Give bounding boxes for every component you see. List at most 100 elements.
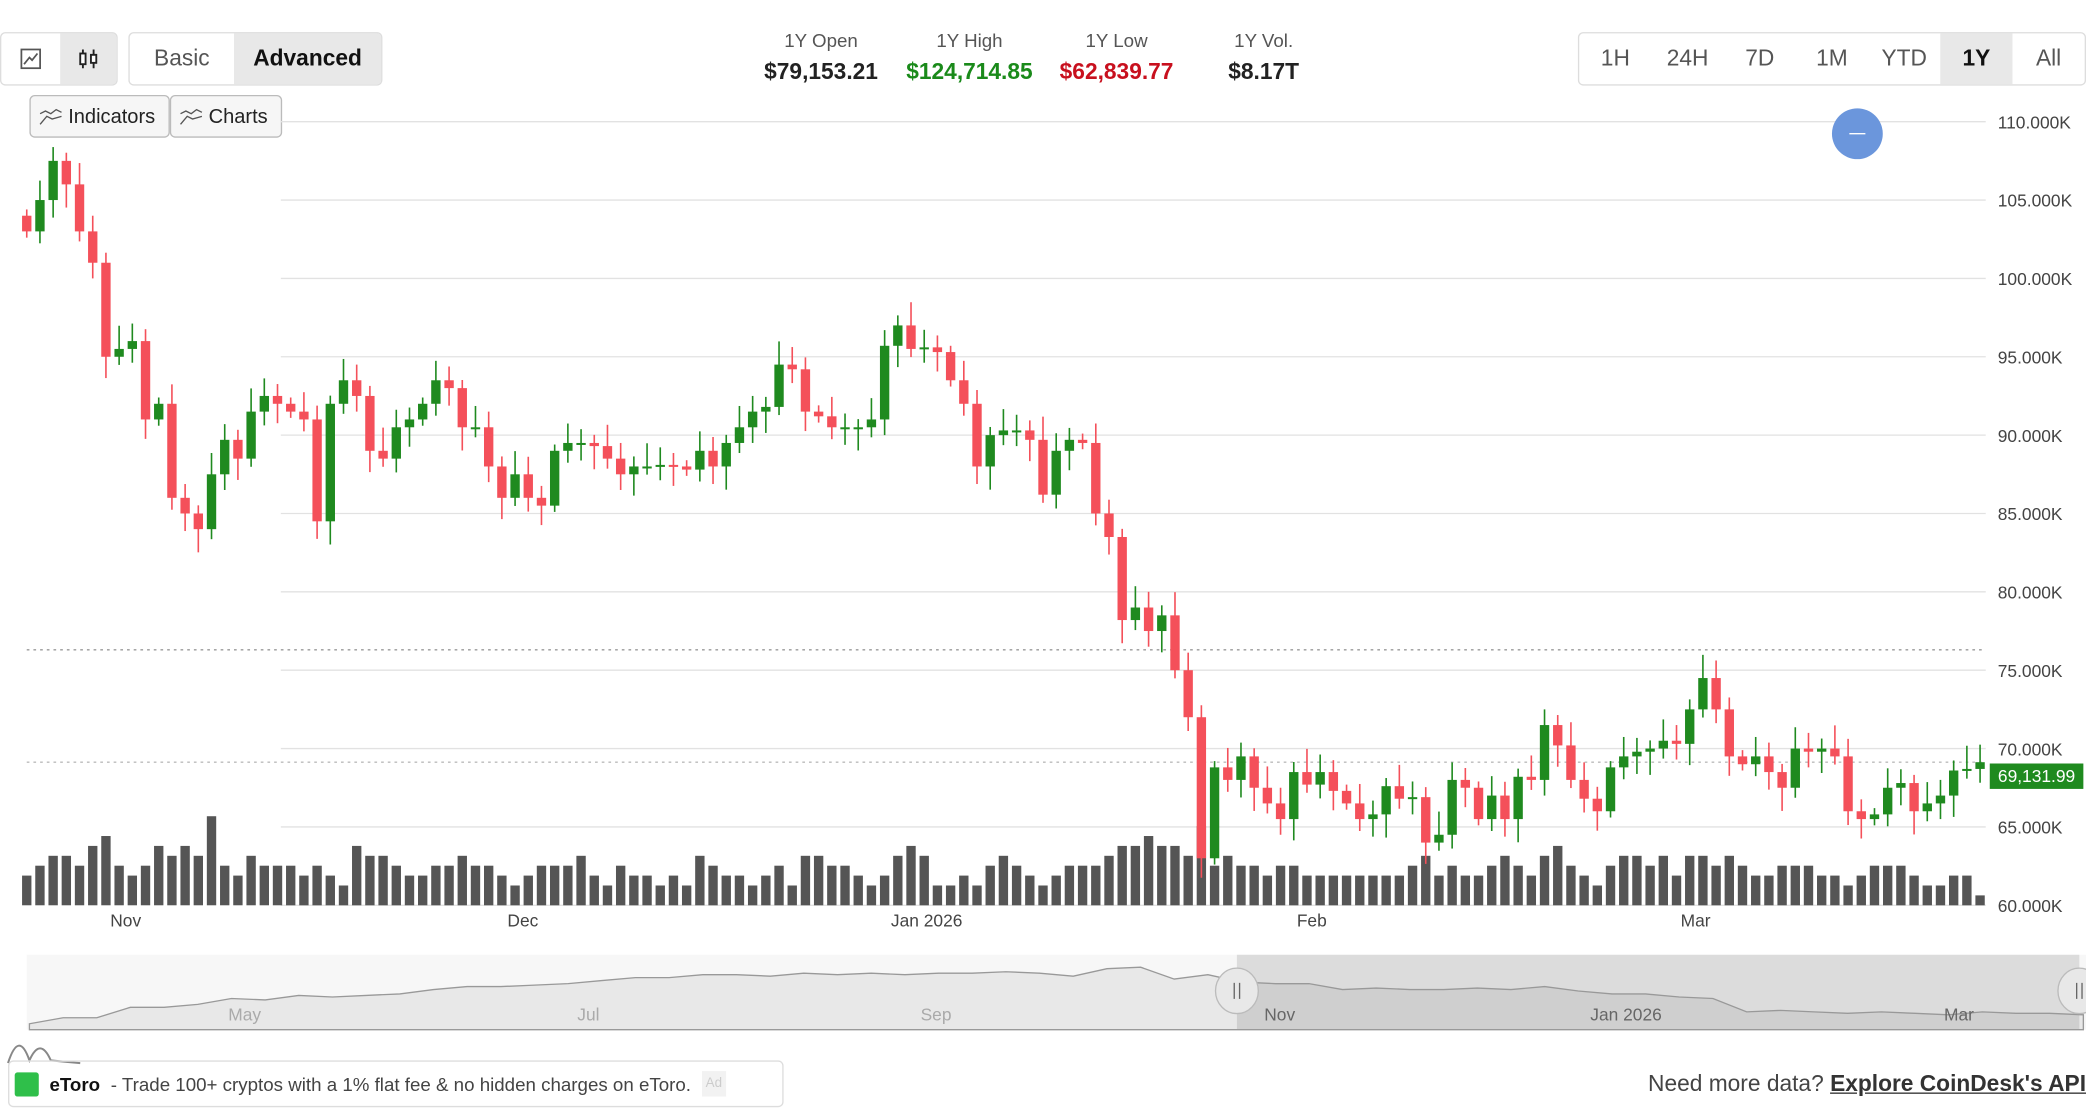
price-chart[interactable]: 110.000K 105.000K 100.000K 95.000K 90.000K 85…: [0, 0, 2086, 1070]
candle-body: [1157, 615, 1167, 632]
candle-body: [35, 200, 45, 232]
volume-bar: [233, 875, 243, 906]
volume-bar: [286, 865, 296, 906]
line-chart-icon[interactable]: [1, 33, 60, 84]
candle-body: [61, 160, 72, 185]
volume-bar: [1856, 875, 1866, 906]
candle-body: [1355, 803, 1365, 820]
range-ytd[interactable]: YTD: [1881, 45, 1927, 71]
volume-bar: [1658, 855, 1668, 906]
volume-bar: [272, 865, 283, 906]
volume-bar: [338, 885, 349, 906]
y-tick-label: 65.000K: [1998, 818, 2063, 838]
candle-body: [549, 450, 560, 506]
candle-body: [1803, 748, 1814, 752]
volume-bar: [1526, 875, 1537, 906]
volume-bar: [800, 855, 811, 906]
range-24h[interactable]: 24H: [1666, 45, 1709, 71]
candle-body: [88, 231, 98, 263]
candle-body: [800, 369, 811, 412]
candle-body: [1658, 740, 1668, 749]
stat-1y-volume: 1Y Vol. $8.17T: [1210, 29, 1317, 85]
volume-bar: [378, 855, 388, 906]
navigator-tick-label: Nov: [1264, 1004, 1295, 1024]
charts-button[interactable]: Charts: [169, 94, 283, 138]
explore-api-link[interactable]: Explore CoinDesk's API: [1830, 1071, 2086, 1097]
range-1y[interactable]: 1Y: [1940, 33, 2013, 85]
volume-bar: [1262, 875, 1273, 906]
volume-bar: [1790, 865, 1800, 906]
indicators-button[interactable]: Indicators: [29, 94, 170, 138]
volume-bar: [1183, 855, 1193, 906]
candle-body: [1513, 776, 1523, 820]
x-tick-label: Mar: [1681, 911, 1711, 931]
navigator-left-handle[interactable]: [1214, 967, 1259, 1015]
range-1h[interactable]: 1H: [1600, 45, 1630, 71]
stat-label: 1Y Low: [1085, 29, 1148, 51]
stat-label: 1Y Open: [784, 29, 858, 51]
stat-label: 1Y High: [936, 29, 1003, 51]
range-7d[interactable]: 7D: [1745, 45, 1775, 71]
candle-body: [154, 403, 164, 420]
volume-bar: [1249, 865, 1259, 906]
volume-bar: [906, 845, 916, 906]
candle-body: [1737, 756, 1748, 765]
x-tick-label: Feb: [1297, 911, 1327, 931]
candle-body: [1764, 756, 1774, 773]
volume-bar: [246, 855, 256, 906]
volume-bar: [1500, 855, 1510, 906]
volume-bar: [853, 875, 863, 906]
volume-bar: [1434, 875, 1444, 906]
ad-banner[interactable]: eToro - Trade 100+ cryptos with a 1% fla…: [8, 1060, 784, 1108]
volume-bar: [312, 865, 322, 906]
candle-body: [418, 403, 428, 420]
candle-body: [1262, 787, 1273, 804]
candle-body: [932, 347, 943, 353]
candle-body: [272, 395, 283, 404]
volume-bar: [932, 885, 943, 906]
candle-body: [1434, 834, 1444, 843]
volume-bar: [1051, 875, 1061, 906]
range-1m[interactable]: 1M: [1816, 45, 1848, 71]
volume-bar: [1394, 875, 1405, 906]
candle-body: [365, 395, 375, 451]
candle-body: [945, 352, 956, 381]
candle-body: [1407, 797, 1418, 800]
navigator-right-handle[interactable]: [2057, 967, 2086, 1015]
volume-bar: [1130, 845, 1141, 906]
candle-body: [1209, 767, 1220, 859]
volume-bar: [1645, 865, 1655, 906]
candlestick-icon[interactable]: [60, 33, 117, 85]
navigator-tick-label: Jul: [577, 1004, 599, 1024]
volume-bar: [602, 885, 613, 906]
volume-bar: [1328, 875, 1339, 906]
candle-body: [1487, 795, 1497, 820]
mode-basic[interactable]: Basic: [154, 45, 210, 71]
volume-bar: [1315, 875, 1325, 906]
candle-body: [233, 439, 243, 459]
volume-bar: [1803, 865, 1814, 906]
range-all[interactable]: All: [2035, 45, 2062, 71]
candle-body: [391, 427, 401, 459]
candle-body: [919, 347, 929, 350]
volume-bar: [774, 865, 784, 906]
candle-body: [879, 345, 890, 420]
y-tick-label: 85.000K: [1998, 504, 2063, 524]
candle-body: [1143, 607, 1154, 632]
volume-bar: [220, 865, 230, 906]
mode-advanced[interactable]: Advanced: [234, 33, 382, 85]
candle-body: [523, 474, 533, 498]
volume-bar: [536, 865, 547, 906]
y-tick-label: 110.000K: [1998, 112, 2072, 132]
candle-body: [1328, 772, 1339, 791]
volume-bar: [1711, 865, 1721, 906]
volume-bar: [787, 885, 797, 906]
stat-label: 1Y Vol.: [1234, 29, 1294, 51]
candle-body: [497, 466, 507, 498]
volume-bar: [154, 845, 164, 906]
volume-bar: [48, 855, 58, 906]
candle-body: [1711, 678, 1721, 710]
volume-bar: [510, 885, 520, 906]
volume-bar: [576, 855, 586, 906]
candle-body: [747, 411, 758, 428]
